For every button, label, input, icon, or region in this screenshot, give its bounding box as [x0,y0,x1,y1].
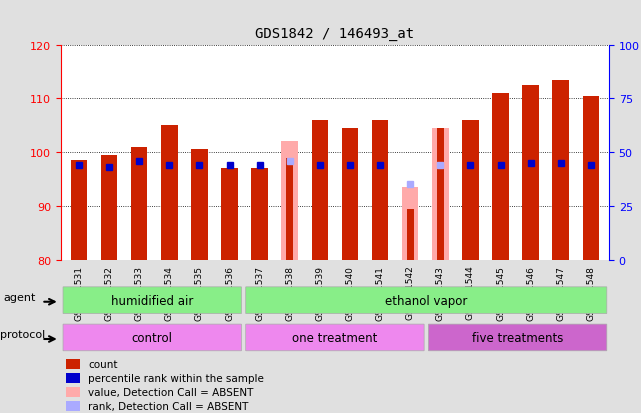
Bar [71,161,87,260]
Bar [281,142,298,260]
Bar [67,373,80,383]
Bar [432,128,449,260]
Bar [67,401,80,411]
FancyBboxPatch shape [63,287,242,314]
Text: humidified air: humidified air [111,294,194,307]
Text: agent: agent [3,292,35,302]
Bar [372,121,388,260]
Bar [407,209,413,260]
Text: one treatment: one treatment [292,331,378,344]
Bar [312,121,328,260]
Text: percentile rank within the sample: percentile rank within the sample [88,373,264,383]
Bar [131,147,147,260]
FancyBboxPatch shape [63,324,242,351]
Bar [402,188,419,260]
Bar [251,169,268,260]
Bar [161,126,178,260]
Bar [522,85,539,260]
Bar [221,169,238,260]
Y-axis label: %: % [640,153,641,163]
Bar [462,121,479,260]
Text: control: control [132,331,172,344]
Bar [67,387,80,397]
Bar [437,128,444,260]
FancyBboxPatch shape [428,324,607,351]
Text: five treatments: five treatments [472,331,563,344]
Bar [342,128,358,260]
FancyBboxPatch shape [246,287,607,314]
Text: ethanol vapor: ethanol vapor [385,294,467,307]
Bar [191,150,208,260]
Bar [583,96,599,260]
Bar [287,158,293,260]
Text: protocol: protocol [0,330,46,339]
Bar [67,359,80,369]
Text: value, Detection Call = ABSENT: value, Detection Call = ABSENT [88,387,254,397]
FancyBboxPatch shape [246,324,424,351]
Text: GDS1842 / 146493_at: GDS1842 / 146493_at [255,27,415,41]
Text: rank, Detection Call = ABSENT: rank, Detection Call = ABSENT [88,401,249,411]
Text: count: count [88,359,118,369]
Bar [553,80,569,260]
Bar [492,94,509,260]
Bar [101,155,117,260]
